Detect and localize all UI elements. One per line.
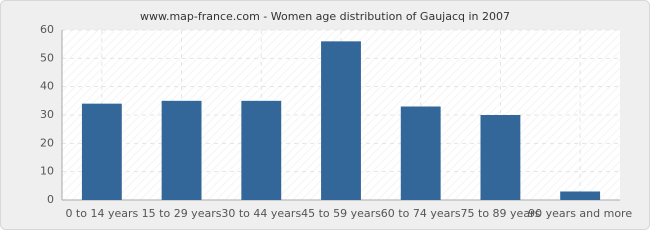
y-tick-label: 20 (40, 136, 54, 149)
x-tick-label: 90 years and more (528, 207, 632, 220)
y-tick-label: 0 (47, 193, 54, 206)
y-tick-label: 50 (40, 51, 54, 64)
bar (321, 41, 361, 201)
bar (480, 115, 521, 200)
y-tick-label: 10 (40, 165, 54, 178)
bar (81, 103, 122, 200)
chart-title: www.map-france.com - Women age distribut… (140, 10, 510, 23)
x-tick-label: 45 to 59 years (301, 207, 381, 220)
bar (400, 106, 441, 200)
bar (560, 191, 601, 200)
x-tick-label: 60 to 74 years (381, 207, 461, 220)
y-tick-label: 40 (40, 80, 54, 93)
chart: www.map-france.com - Women age distribut… (0, 0, 650, 230)
bar (241, 100, 282, 200)
bar (161, 100, 202, 200)
x-tick-label: 75 to 89 years (461, 207, 541, 220)
x-tick-label: 30 to 44 years (221, 207, 301, 220)
y-tick-label: 30 (40, 108, 54, 121)
x-tick-label: 0 to 14 years (65, 207, 138, 220)
y-tick-label: 60 (40, 23, 54, 36)
x-tick-label: 15 to 29 years (142, 207, 222, 220)
